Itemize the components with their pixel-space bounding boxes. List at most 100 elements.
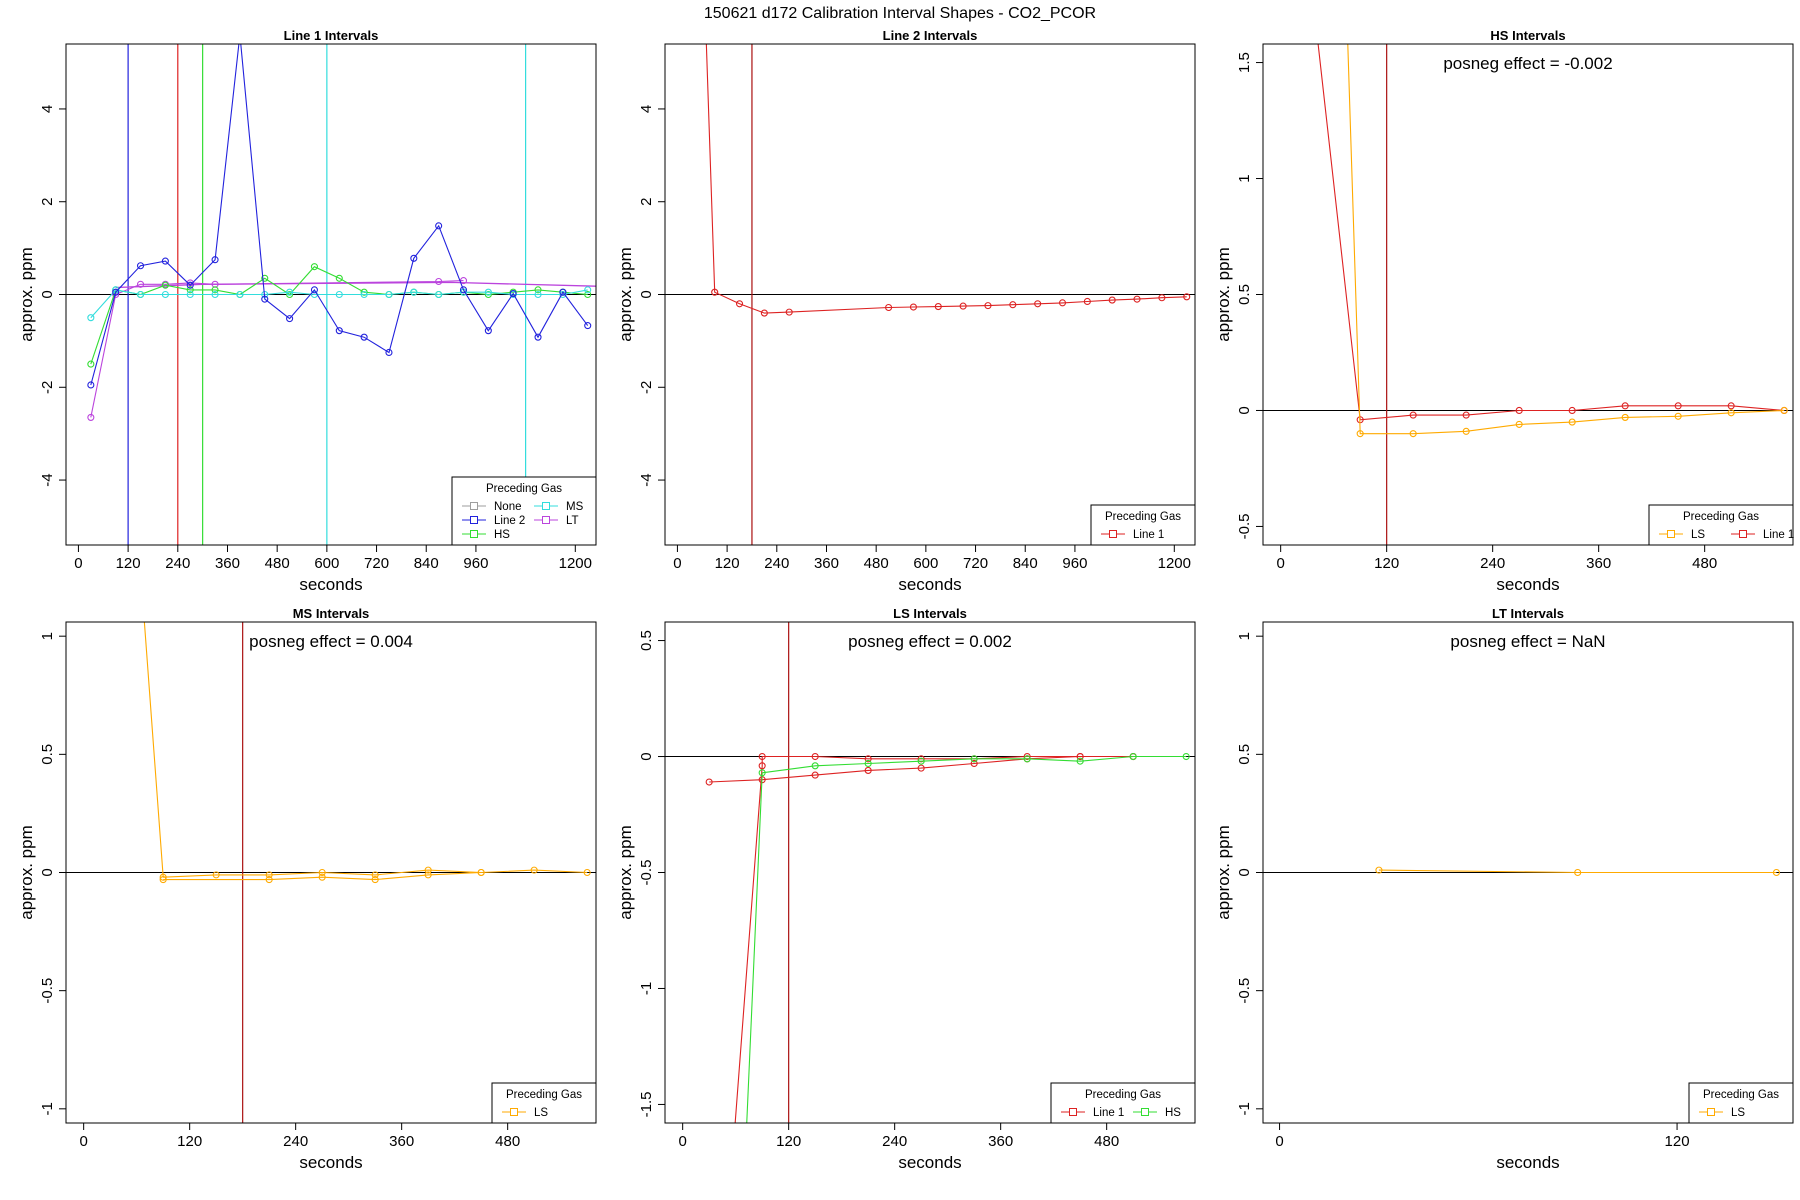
data-point: [371, 876, 379, 884]
plot-area: [1263, 866, 1793, 877]
y-tick-label: -0.5: [1236, 978, 1253, 1004]
legend-title: Preceding Gas: [1703, 1089, 1779, 1101]
legend-entry-label: MS: [566, 501, 584, 513]
series-line: [1378, 869, 1777, 874]
data-point: [265, 876, 273, 884]
data-point: [211, 286, 219, 294]
series-line-1: [1317, 44, 1788, 424]
data-point: [1462, 411, 1470, 419]
data-point: [1076, 752, 1084, 761]
data-point: [1023, 752, 1031, 761]
data-point: [584, 290, 592, 299]
series-line: [163, 871, 482, 881]
x-tick-label: 1200: [1158, 555, 1191, 572]
legend-title: Preceding Gas: [506, 1089, 582, 1101]
series-line: [746, 755, 1187, 1123]
plot-frame: [65, 43, 597, 546]
data-point: [758, 769, 766, 777]
x-tick-label: 120: [116, 555, 141, 572]
x-axis-label: seconds: [1496, 575, 1559, 594]
data-point: [335, 327, 343, 335]
data-point: [136, 280, 145, 288]
data-point: [87, 381, 95, 389]
data-point: [760, 309, 768, 317]
data-point: [917, 764, 925, 772]
y-tick-label: -1.5: [638, 1092, 655, 1118]
y-tick-label: 4: [638, 105, 655, 113]
data-point: [1409, 411, 1417, 419]
data-point: [236, 290, 244, 299]
y-tick-label: 4: [39, 105, 56, 113]
series-ls: [143, 622, 591, 881]
x-tick-label: 0: [1276, 555, 1284, 572]
legend-entry-label: LS: [1731, 1107, 1745, 1119]
y-tick-label: 0.5: [1236, 744, 1253, 765]
legend-entry-label: Line 2: [494, 515, 525, 527]
data-point: [1515, 406, 1523, 415]
y-tick-label: -4: [638, 473, 655, 486]
y-axis-label: approx. ppm: [17, 247, 36, 342]
posneg-effect-label: posneg effect = 0.004: [249, 632, 413, 651]
data-point: [1674, 412, 1682, 420]
x-tick-label: 0: [673, 555, 681, 572]
y-axis-label: approx. ppm: [1214, 825, 1233, 920]
data-point: [1674, 402, 1682, 410]
data-point: [112, 288, 120, 296]
data-point: [212, 871, 220, 879]
data-point: [335, 290, 343, 299]
y-tick-label: -0.5: [1236, 514, 1253, 540]
data-point: [1356, 430, 1364, 438]
data-point: [864, 759, 872, 768]
x-tick-label: 720: [364, 555, 389, 572]
y-tick-label: 0.5: [1236, 284, 1253, 305]
data-point: [1108, 296, 1116, 304]
legend: Preceding Gas Line 1 HS: [1050, 1082, 1196, 1124]
x-tick-label: 240: [764, 555, 789, 572]
posneg-effect-label: posneg effect = 0.002: [848, 632, 1012, 651]
y-tick-label: 1: [39, 632, 56, 640]
y-tick-label: -2: [638, 381, 655, 394]
data-point: [1727, 409, 1735, 417]
data-point: [970, 759, 978, 768]
legend-entry-label: HS: [1165, 1107, 1181, 1119]
data-point: [934, 303, 942, 311]
x-tick-label: 840: [414, 555, 439, 572]
data-point: [265, 871, 273, 879]
series-line: [90, 44, 589, 386]
series-line: [90, 266, 588, 365]
x-tick-label: 480: [265, 555, 290, 572]
data-point: [1375, 866, 1383, 874]
y-tick-label: 2: [638, 198, 655, 206]
data-point: [1129, 752, 1137, 761]
data-point: [1076, 757, 1084, 765]
data-point: [534, 290, 542, 299]
data-point: [885, 303, 893, 312]
x-tick-label: 360: [814, 555, 839, 572]
legend-swatch-marker: [1069, 1108, 1077, 1116]
plot-frame: [1262, 621, 1794, 1124]
y-tick-label: 0.5: [638, 630, 655, 651]
x-axis-label: seconds: [299, 575, 362, 594]
series-hs: [746, 752, 1190, 1123]
x-tick-label: 0: [74, 555, 82, 572]
x-tick-label: 600: [314, 555, 339, 572]
x-tick-label: 360: [1586, 555, 1611, 572]
legend-entry-label: Line 1: [1763, 529, 1794, 541]
data-point: [87, 314, 95, 322]
legend-swatch-marker: [542, 516, 550, 524]
legend: Preceding Gas LS: [1688, 1082, 1794, 1124]
data-point: [917, 755, 925, 763]
y-tick-label: -0.5: [638, 860, 655, 886]
data-point: [459, 286, 468, 294]
x-tick-label: 480: [864, 555, 889, 572]
data-point: [159, 876, 167, 884]
y-tick-label: -2: [39, 381, 56, 394]
data-point: [186, 290, 194, 299]
series-line: [1347, 44, 1785, 435]
x-tick-label: 0: [1275, 1133, 1283, 1150]
data-point: [758, 752, 766, 761]
y-axis-label: approx. ppm: [616, 247, 635, 342]
legend-box: [1648, 504, 1794, 546]
data-point: [360, 333, 368, 341]
series-line: [1317, 44, 1785, 421]
